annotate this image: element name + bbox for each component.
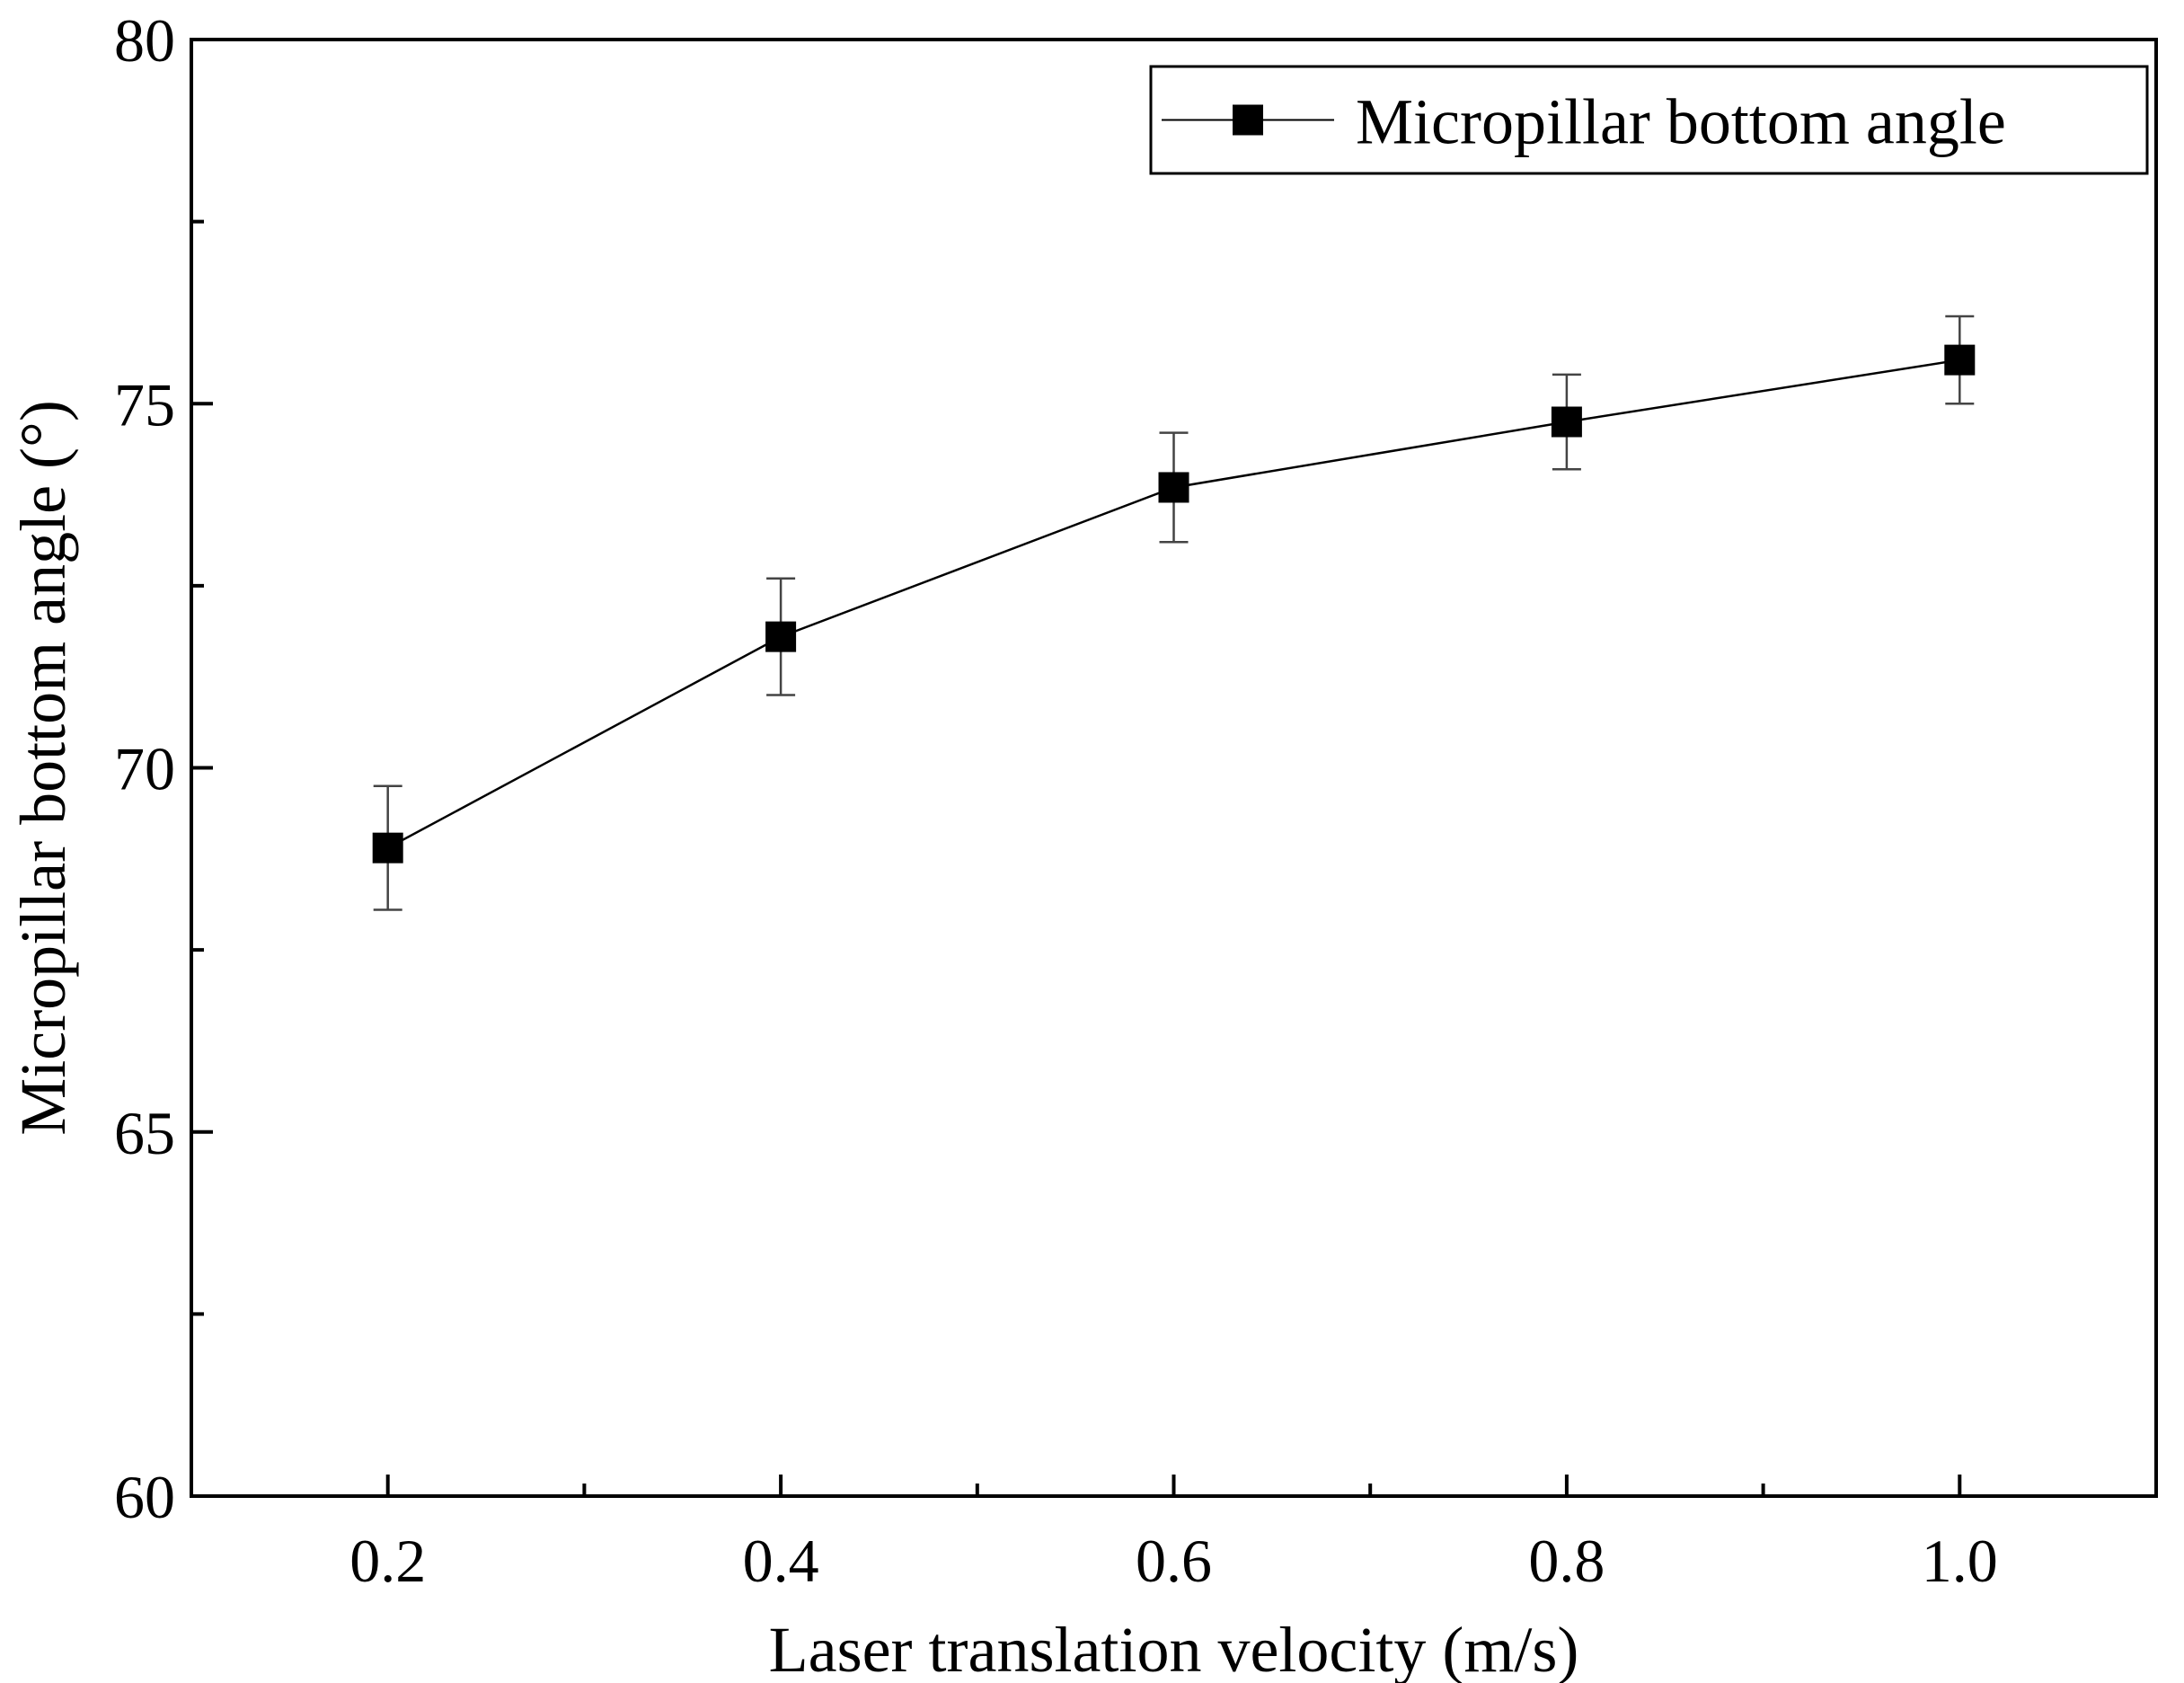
x-tick-label: 1.0 [1922, 1527, 1998, 1595]
y-tick-label: 75 [114, 370, 175, 438]
y-tick-label: 65 [114, 1099, 175, 1167]
plot-area [190, 38, 2158, 1498]
y-tick-label: 70 [114, 735, 175, 803]
y-tick-label: 80 [114, 6, 175, 75]
series-layer [372, 314, 1976, 911]
y-tick-label: 60 [114, 1463, 175, 1531]
y-axis-title: Micropillar bottom angle (°) [7, 400, 79, 1136]
data-point-marker [1551, 406, 1582, 438]
legend-square-marker [1233, 104, 1263, 136]
x-tick-label: 0.4 [743, 1527, 819, 1595]
data-point-marker [1158, 472, 1189, 503]
legend-label: Micropillar bottom angle [1356, 86, 2006, 158]
data-point-marker [765, 621, 797, 652]
x-tick-label: 0.6 [1136, 1527, 1212, 1595]
x-tick-label: 0.2 [349, 1527, 426, 1595]
legend: Micropillar bottom angle [1149, 65, 2149, 175]
axes: 0.2 0.4 0.6 0.8 1.0 60 65 70 75 80 [114, 6, 1998, 1595]
x-axis-title: Laser translation velocity (m/s) [769, 1614, 1579, 1683]
data-point-marker [372, 832, 403, 864]
x-tick-label: 0.8 [1528, 1527, 1605, 1595]
data-point-marker [1944, 344, 1976, 376]
plot-frame [190, 38, 2158, 1498]
